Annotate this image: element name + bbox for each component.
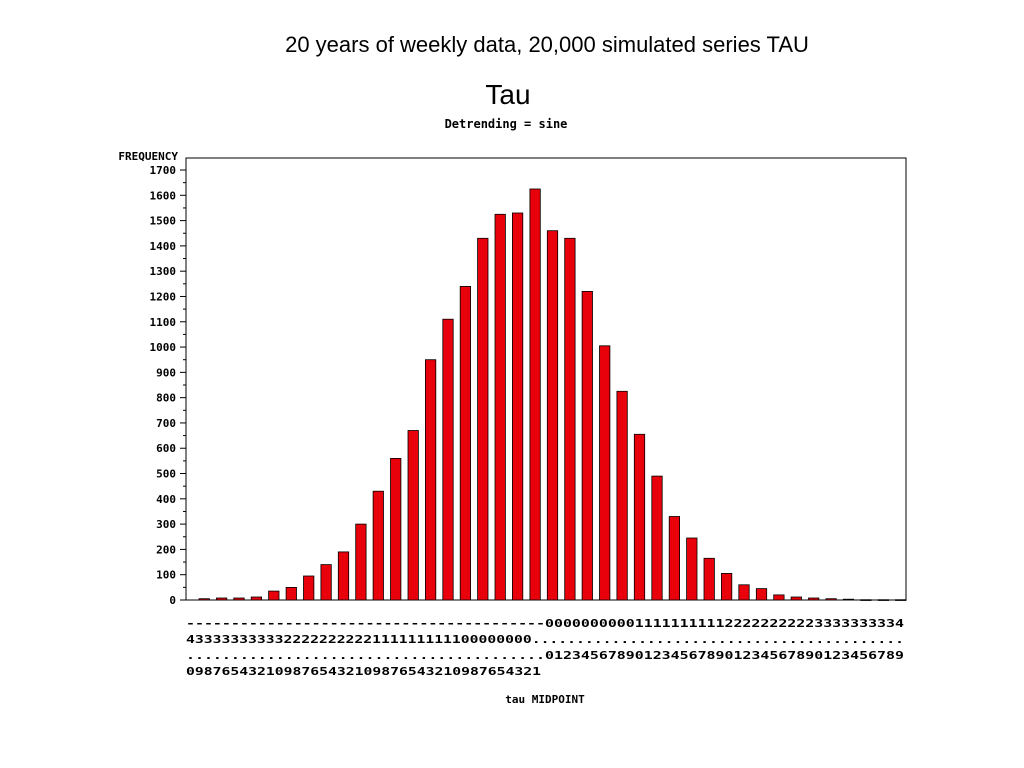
bar (633, 433, 646, 601)
y-tick-label: 1100 (150, 316, 177, 329)
y-tick-label: 300 (156, 518, 176, 531)
bar (407, 430, 419, 601)
bar (320, 564, 332, 601)
bar (442, 318, 454, 601)
y-tick-label: 1000 (150, 341, 177, 354)
bar (494, 213, 506, 601)
y-tick-label: 1500 (150, 215, 177, 228)
bar (285, 587, 297, 601)
y-tick-label: 1200 (150, 290, 177, 303)
x-tick-label-row: ........................................… (186, 650, 904, 662)
bar (355, 523, 367, 601)
y-tick-label: 900 (156, 366, 176, 379)
y-tick-label: 0 (169, 594, 176, 607)
bars-group (198, 188, 907, 601)
y-tick-label: 1400 (150, 240, 177, 253)
y-tick-label: 1600 (150, 189, 177, 202)
bar (616, 390, 628, 601)
y-tick-label: 600 (156, 442, 176, 455)
bar (512, 212, 524, 601)
bar (755, 588, 768, 601)
bar (860, 599, 872, 601)
chart-title: Tau (485, 79, 530, 110)
bar (703, 557, 715, 601)
x-tick-label-row: ----------------------------------------… (186, 618, 904, 630)
y-tick-label: 800 (156, 392, 176, 405)
bar (877, 599, 890, 601)
chart-subtitle: Detrending = sine (445, 117, 568, 131)
y-tick-label: 500 (156, 468, 176, 481)
bar (581, 290, 593, 601)
bar (215, 597, 228, 601)
y-tick-label: 200 (156, 543, 176, 556)
x-axis-label: tau MIDPOINT (505, 693, 585, 706)
bar (773, 594, 785, 601)
plot-frame (185, 157, 907, 601)
x-tick-label-row: 0987654321098765432109876543210987654321 (186, 666, 541, 678)
bar (564, 237, 576, 601)
bar (842, 598, 855, 601)
x-tick-label-row: 433333333332222222222111111111100000000.… (186, 634, 904, 646)
bar (303, 575, 315, 601)
bar (477, 237, 489, 601)
bar (459, 285, 472, 601)
bar (721, 573, 733, 601)
bar (738, 584, 750, 601)
bar (686, 537, 698, 601)
bar (390, 457, 402, 601)
bar (233, 597, 245, 601)
bar (651, 475, 663, 601)
bar (599, 345, 611, 601)
x-axis-tick-labels: ----------------------------------------… (186, 618, 904, 678)
bar (250, 596, 262, 601)
bar (895, 599, 907, 601)
bar (529, 188, 541, 601)
y-tick-label: 700 (156, 417, 176, 430)
bar (546, 230, 559, 601)
y-axis-label: FREQUENCY (118, 150, 178, 163)
y-axis: 0 100 200 300 400 500 600 700 800 900 1000 1100 1200… (150, 164, 186, 607)
bar (668, 516, 681, 601)
y-tick-label: 1300 (150, 265, 177, 278)
bar (790, 596, 802, 601)
bar (808, 597, 820, 601)
bar (825, 598, 837, 601)
bar (337, 551, 350, 601)
bar (268, 590, 280, 601)
bar (372, 490, 384, 601)
bar (424, 359, 437, 601)
bar (198, 598, 210, 601)
slide-title: 20 years of weekly data, 20,000 simulate… (285, 32, 809, 57)
y-tick-label: 1700 (150, 164, 177, 177)
y-tick-label: 400 (156, 493, 176, 506)
y-tick-label: 100 (156, 569, 176, 582)
